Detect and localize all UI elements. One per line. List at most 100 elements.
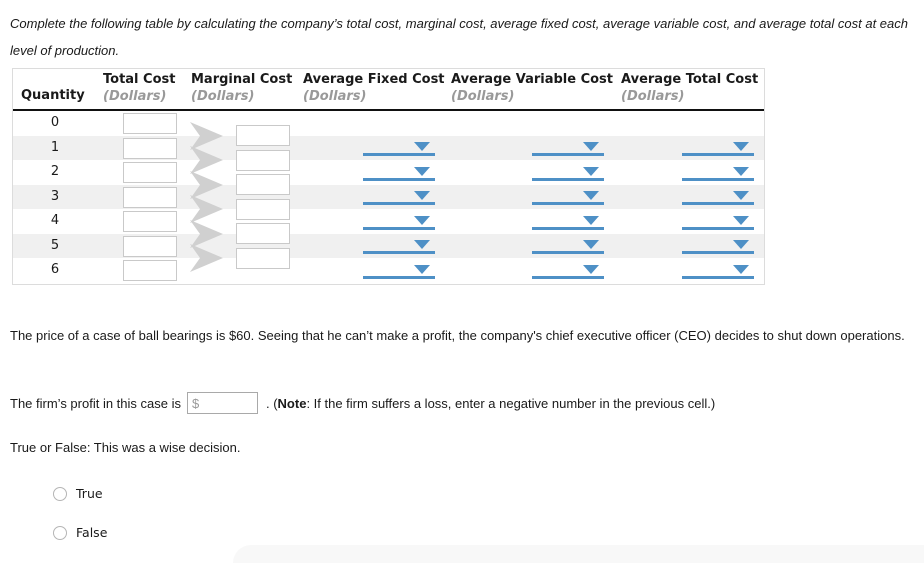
avc-select-q6[interactable] bbox=[532, 258, 604, 283]
false-option[interactable]: False bbox=[53, 525, 107, 540]
profit-input[interactable] bbox=[201, 394, 252, 412]
column-header-marginal-cost: Marginal Cost (Dollars) bbox=[191, 72, 293, 104]
true-radio[interactable] bbox=[53, 486, 67, 501]
avc-select-q5[interactable] bbox=[532, 234, 604, 259]
header-divider bbox=[13, 109, 764, 111]
marginal-cost-chevron-icon bbox=[189, 145, 224, 175]
chevron-down-icon bbox=[414, 191, 430, 200]
question-text: Complete the following table by calculat… bbox=[10, 16, 908, 58]
table-row: 2 bbox=[13, 160, 764, 185]
total-cost-input-q0[interactable] bbox=[123, 113, 177, 134]
table-row: 6 bbox=[13, 258, 764, 283]
column-header-total-cost: Total Cost (Dollars) bbox=[103, 72, 176, 104]
total-cost-input-q3[interactable] bbox=[123, 186, 177, 208]
true-option[interactable]: True bbox=[53, 486, 103, 501]
column-header-quantity: Quantity bbox=[21, 88, 85, 103]
dollar-sign: $ bbox=[191, 395, 200, 411]
profit-note: . (Note: If the firm suffers a loss, ent… bbox=[265, 395, 716, 411]
dropdown-underline bbox=[532, 226, 604, 230]
chevron-down-icon bbox=[733, 191, 749, 200]
dropdown-underline bbox=[363, 226, 435, 230]
scenario-text: The price of a case of ball bearings is … bbox=[10, 328, 905, 343]
dropdown-underline bbox=[363, 202, 435, 205]
dropdown-underline bbox=[682, 251, 754, 254]
avc-select-q3[interactable] bbox=[532, 185, 604, 210]
quantity-label: 1 bbox=[50, 139, 60, 155]
chevron-down-icon bbox=[583, 191, 599, 200]
total-cost-input-q4[interactable] bbox=[123, 211, 177, 232]
avc-select-q1[interactable] bbox=[532, 136, 604, 161]
dropdown-underline bbox=[363, 177, 435, 181]
chevron-down-icon bbox=[733, 142, 749, 151]
quantity-label: 6 bbox=[50, 262, 60, 277]
dropdown-underline bbox=[682, 177, 754, 181]
dropdown-underline bbox=[682, 202, 754, 205]
marginal-cost-chevron-icon bbox=[189, 170, 224, 200]
quantity-label: 2 bbox=[50, 164, 60, 179]
marginal-cost-chevron-icon bbox=[189, 243, 224, 273]
chevron-down-icon bbox=[414, 264, 430, 274]
marginal-cost-input-2-3[interactable] bbox=[236, 174, 290, 195]
afc-select-q1[interactable] bbox=[363, 136, 435, 161]
atc-select-q5[interactable] bbox=[682, 234, 754, 259]
atc-select-q3[interactable] bbox=[682, 185, 754, 210]
avc-select-q4[interactable] bbox=[532, 209, 604, 234]
marginal-cost-input-3-4[interactable] bbox=[236, 198, 290, 220]
chevron-down-icon bbox=[414, 215, 430, 225]
chevron-down-icon bbox=[414, 240, 430, 249]
chevron-down-icon bbox=[583, 142, 599, 151]
column-header-average-variable-cost: Average Variable Cost (Dollars) bbox=[451, 72, 614, 104]
false-radio-label[interactable]: False bbox=[76, 525, 108, 540]
afc-select-q5[interactable] bbox=[363, 234, 435, 259]
dropdown-underline bbox=[532, 202, 604, 205]
atc-select-q1[interactable] bbox=[682, 136, 754, 161]
dropdown-underline bbox=[682, 275, 754, 279]
atc-select-q6[interactable] bbox=[682, 258, 754, 283]
profit-input-box[interactable]: $ bbox=[186, 392, 258, 414]
chevron-down-icon bbox=[583, 215, 599, 225]
quantity-label: 5 bbox=[50, 237, 60, 253]
quantity-label: 3 bbox=[50, 188, 60, 204]
chevron-down-icon bbox=[733, 264, 749, 274]
chevron-down-icon bbox=[733, 166, 749, 176]
chevron-down-icon bbox=[733, 215, 749, 225]
true-radio-label[interactable]: True bbox=[76, 486, 103, 501]
dropdown-underline bbox=[682, 226, 754, 230]
chevron-down-icon bbox=[583, 264, 599, 274]
atc-select-q2[interactable] bbox=[682, 160, 754, 185]
total-cost-input-q6[interactable] bbox=[123, 260, 177, 281]
marginal-cost-chevron-icon bbox=[189, 219, 224, 249]
quantity-label: 0 bbox=[50, 115, 60, 130]
dropdown-underline bbox=[682, 153, 754, 156]
afc-select-q3[interactable] bbox=[363, 185, 435, 210]
column-header-average-total-cost: Average Total Cost (Dollars) bbox=[621, 72, 759, 104]
marginal-cost-input-1-2[interactable] bbox=[236, 149, 290, 171]
marginal-cost-input-5-6[interactable] bbox=[236, 247, 290, 269]
dropdown-underline bbox=[363, 251, 435, 254]
column-header-average-fixed-cost: Average Fixed Cost (Dollars) bbox=[303, 72, 445, 104]
marginal-cost-input-0-1[interactable] bbox=[236, 125, 290, 146]
avc-select-q2[interactable] bbox=[532, 160, 604, 185]
marginal-cost-chevron-icon bbox=[189, 121, 224, 151]
chevron-down-icon bbox=[414, 166, 430, 176]
table-row: 0 bbox=[13, 111, 764, 136]
marginal-cost-input-4-5[interactable] bbox=[236, 223, 290, 244]
afc-select-q2[interactable] bbox=[363, 160, 435, 185]
total-cost-input-q1[interactable] bbox=[123, 137, 177, 159]
dropdown-underline bbox=[532, 153, 604, 156]
quantity-label: 4 bbox=[50, 213, 60, 228]
afc-select-q6[interactable] bbox=[363, 258, 435, 283]
dropdown-underline bbox=[363, 275, 435, 279]
chevron-down-icon bbox=[583, 166, 599, 176]
atc-select-q4[interactable] bbox=[682, 209, 754, 234]
false-radio[interactable] bbox=[53, 525, 67, 540]
marginal-cost-chevron-icon bbox=[189, 194, 224, 224]
profit-prompt: The firm’s profit in this case is bbox=[10, 395, 181, 411]
total-cost-input-q2[interactable] bbox=[123, 162, 177, 183]
chevron-down-icon bbox=[583, 240, 599, 249]
dropdown-underline bbox=[532, 275, 604, 279]
afc-select-q4[interactable] bbox=[363, 209, 435, 234]
dropdown-underline bbox=[363, 153, 435, 156]
total-cost-input-q5[interactable] bbox=[123, 235, 177, 257]
table-header: Quantity Total Cost (Dollars) Marginal C… bbox=[13, 69, 764, 109]
